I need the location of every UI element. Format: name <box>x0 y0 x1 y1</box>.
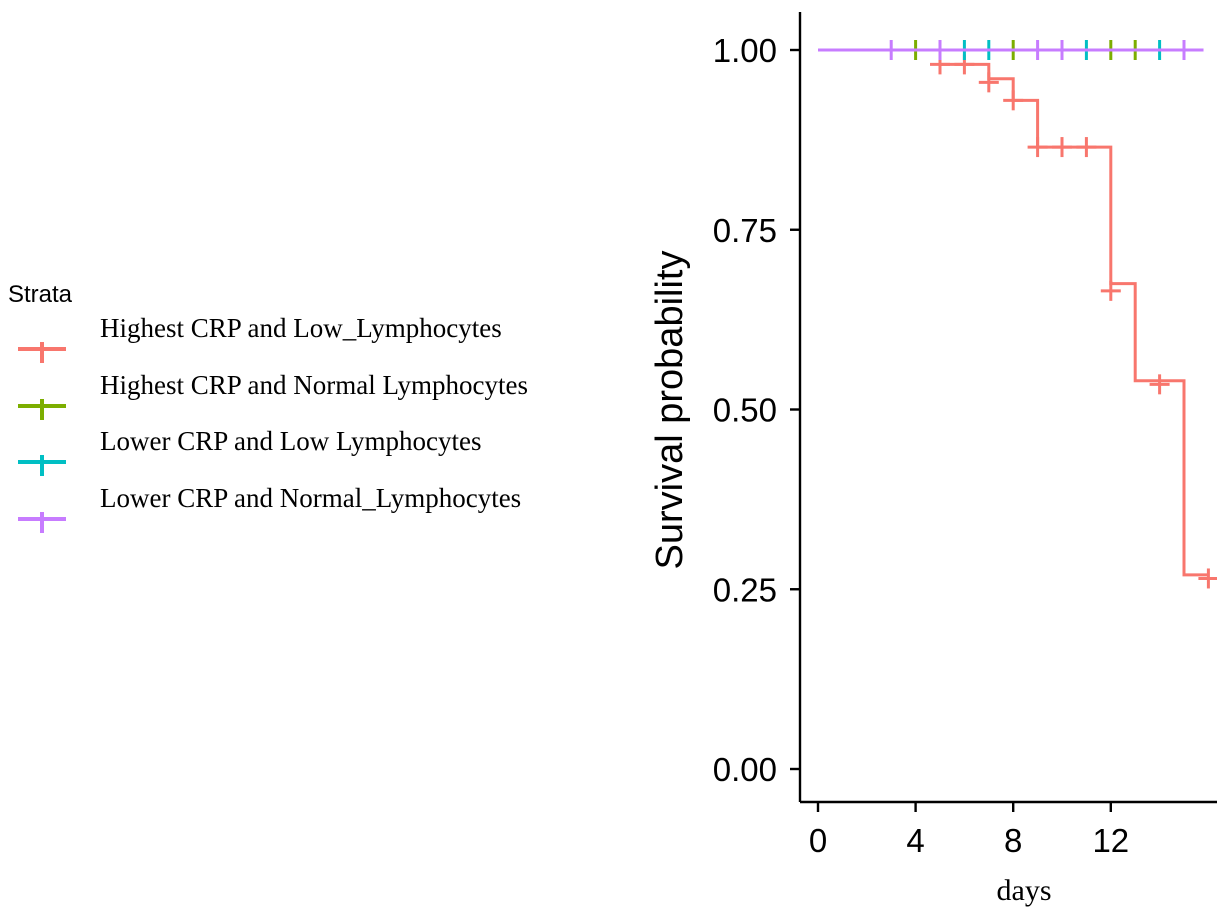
censor-mark <box>1100 280 1121 301</box>
legend-label: Highest CRP and Low_Lymphocytes <box>100 313 502 343</box>
legend-label: Lower CRP and Low Lymphocytes <box>100 426 481 456</box>
series-1 <box>818 48 1217 589</box>
legend-entry: Highest CRP and Low_Lymphocytes <box>18 313 502 363</box>
censor-mark <box>1149 374 1170 395</box>
y-tick-label: 0.50 <box>713 392 777 429</box>
censor-mark <box>930 40 950 60</box>
censor-mark <box>1174 40 1194 60</box>
series-4 <box>818 40 1204 60</box>
series-line <box>818 48 1209 577</box>
legend-entry: Highest CRP and Normal Lymphocytes <box>18 370 528 420</box>
censor-mark <box>1003 90 1024 111</box>
plot-area <box>818 40 1217 589</box>
legend-key <box>18 399 66 420</box>
legend-key <box>18 512 66 533</box>
legend-entry: Lower CRP and Low Lymphocytes <box>18 426 481 476</box>
censor-mark <box>978 72 999 93</box>
x-tick-label: 4 <box>906 822 924 859</box>
y-tick-label: 0.75 <box>713 212 777 249</box>
legend: Strata Highest CRP and Low_Lymphocytes Hi… <box>8 281 528 533</box>
legend-key <box>18 455 66 476</box>
legend-label: Highest CRP and Normal Lymphocytes <box>100 370 528 400</box>
x-axis-title: days <box>997 874 1052 907</box>
y-tick-label: 0.25 <box>713 571 777 608</box>
axes: 0.00 0.25 0.50 0.75 1.00 0 4 8 12 <box>713 12 1217 859</box>
x-tick-label: 12 <box>1092 822 1129 859</box>
y-axis-title: Survival probability <box>649 251 691 570</box>
censor-mark <box>881 40 902 60</box>
x-tick-label: 0 <box>809 822 827 859</box>
censor-mark <box>1052 137 1072 158</box>
censor-mark <box>1027 40 1048 60</box>
legend-key <box>18 342 66 363</box>
y-tick-label: 0.00 <box>713 751 777 788</box>
legend-entry: Lower CRP and Normal_Lymphocytes <box>18 483 521 533</box>
censor-mark <box>1076 137 1097 158</box>
legend-label: Lower CRP and Normal_Lymphocytes <box>100 483 521 513</box>
y-tick-label: 1.00 <box>713 32 777 69</box>
censor-mark <box>1027 137 1048 158</box>
legend-title: Strata <box>8 281 73 308</box>
censor-mark <box>1198 568 1217 589</box>
censor-mark <box>1052 40 1072 60</box>
x-tick-label: 8 <box>1004 822 1022 859</box>
